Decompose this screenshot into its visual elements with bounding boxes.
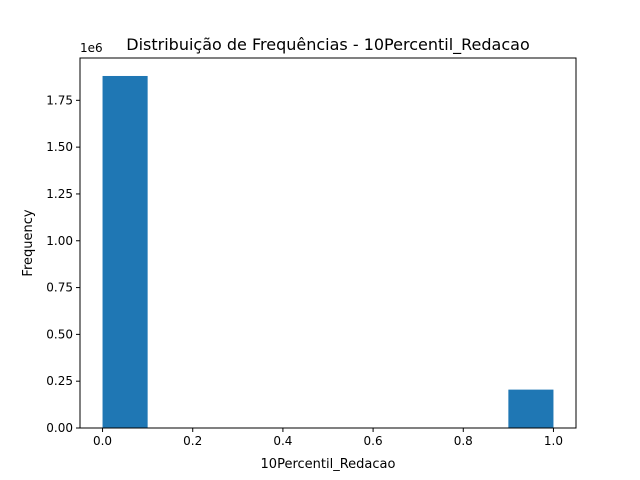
y-tick-label: 0.75 bbox=[46, 281, 73, 295]
bars-group bbox=[102, 75, 554, 428]
x-tick-label: 0.0 bbox=[93, 434, 112, 448]
y-axis: 0.00 0.25 0.50 0.75 1.00 1.25 1.50 1.75 bbox=[46, 93, 80, 435]
y-tick-label: 0.25 bbox=[46, 374, 73, 388]
histogram-bar bbox=[102, 75, 148, 428]
y-tick-label: 1.50 bbox=[46, 140, 73, 154]
y-tick-label: 1.00 bbox=[46, 234, 73, 248]
chart-title: Distribuição de Frequências - 10Percenti… bbox=[126, 35, 529, 55]
x-tick-label: 0.2 bbox=[183, 434, 202, 448]
y-tick-label: 0.00 bbox=[46, 421, 73, 435]
plot-frame bbox=[79, 57, 577, 429]
x-tick-label: 1.0 bbox=[544, 434, 563, 448]
x-tick-label: 0.8 bbox=[454, 434, 473, 448]
y-axis-label: Frequency bbox=[21, 209, 36, 276]
y-tick-label: 0.50 bbox=[46, 327, 73, 341]
x-tick-label: 0.6 bbox=[364, 434, 383, 448]
y-offset-label: 1e6 bbox=[80, 41, 103, 55]
x-axis-label: 10Percentil_Redacao bbox=[261, 457, 396, 472]
histogram-bar bbox=[508, 389, 554, 428]
x-axis: 0.0 0.2 0.4 0.6 0.8 1.0 bbox=[93, 428, 563, 448]
y-tick-label: 1.25 bbox=[46, 187, 73, 201]
x-tick-label: 0.4 bbox=[273, 434, 292, 448]
y-tick-label: 1.75 bbox=[46, 93, 73, 107]
